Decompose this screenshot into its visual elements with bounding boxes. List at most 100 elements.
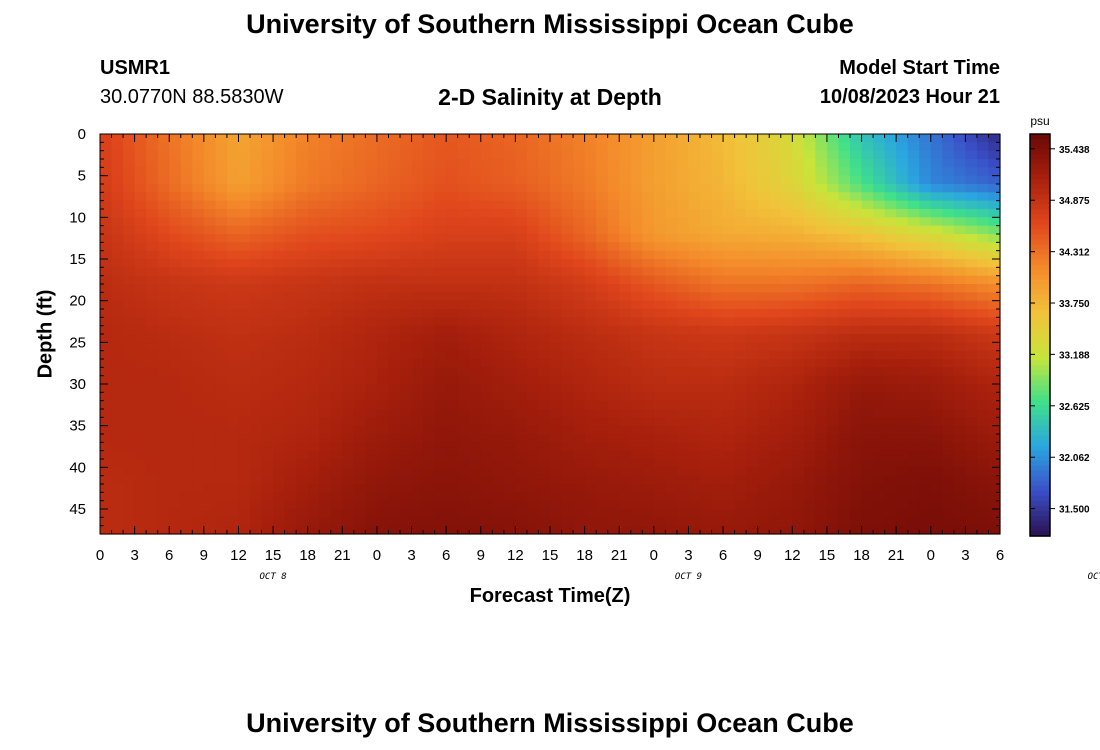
heatmap-cell <box>711 225 724 235</box>
heatmap-cell <box>942 525 955 535</box>
colorbar-segment <box>1030 199 1050 205</box>
heatmap-cell <box>284 484 297 493</box>
heatmap-cell <box>919 325 932 335</box>
heatmap-cell <box>861 442 874 452</box>
heatmap-cell <box>423 517 436 527</box>
heatmap-cell <box>192 409 205 418</box>
colorbar-segment <box>1030 239 1050 246</box>
heatmap-cell <box>907 409 920 418</box>
heatmap-cell <box>596 309 609 318</box>
heatmap-cell <box>988 300 1001 310</box>
heatmap-cell <box>907 192 920 202</box>
heatmap-cell <box>826 142 840 152</box>
heatmap-cell <box>169 184 182 193</box>
heatmap-cell <box>526 217 540 227</box>
heatmap-cell <box>953 267 966 277</box>
heatmap-cell <box>353 250 366 260</box>
heatmap-cell <box>238 492 251 502</box>
heatmap-cell <box>757 259 770 268</box>
heatmap-cell <box>503 459 516 468</box>
heatmap-cell <box>665 400 678 410</box>
heatmap-cell <box>457 450 470 460</box>
heatmap-cell <box>607 367 620 377</box>
heatmap-cell <box>607 517 620 527</box>
heatmap-cell <box>169 375 182 385</box>
heatmap-cell <box>100 134 113 143</box>
heatmap-cell <box>330 325 343 335</box>
heatmap-cell <box>907 225 920 235</box>
heatmap-cell <box>746 500 759 510</box>
heatmap-cell <box>653 217 666 227</box>
heatmap-cell <box>134 234 147 243</box>
heatmap-cell <box>215 442 228 452</box>
heatmap-cell <box>653 267 666 277</box>
heatmap-cell <box>896 459 909 468</box>
heatmap-cell <box>100 459 113 468</box>
heatmap-cell <box>550 275 563 285</box>
colorbar-segment <box>1030 209 1050 216</box>
heatmap-cell <box>711 142 724 152</box>
heatmap-cell <box>573 259 586 268</box>
heatmap-cell <box>330 234 343 243</box>
heatmap-cell <box>561 375 574 385</box>
heatmap-cell <box>826 384 840 393</box>
heatmap-cell <box>503 259 516 268</box>
heatmap-cell <box>665 392 678 402</box>
heatmap-cell <box>619 484 632 493</box>
heatmap-cell <box>653 517 666 527</box>
heatmap-cell <box>215 200 228 210</box>
heatmap-cell <box>688 417 701 427</box>
heatmap-cell <box>492 325 505 335</box>
heatmap-cell <box>665 267 678 277</box>
heatmap-cell <box>146 417 159 427</box>
heatmap-cell <box>734 142 747 152</box>
heatmap-cell <box>457 234 470 243</box>
heatmap-cell <box>353 384 366 393</box>
heatmap-cell <box>296 450 309 460</box>
date-label: OCT 8 <box>260 572 287 582</box>
heatmap-cell <box>330 334 343 343</box>
heatmap-cell <box>642 284 655 293</box>
heatmap-cell <box>850 459 863 468</box>
x-tick-label: 18 <box>299 547 316 564</box>
heatmap-cell <box>307 492 320 502</box>
heatmap-cell <box>630 450 643 460</box>
heatmap-cell <box>976 459 990 468</box>
heatmap-cell <box>526 350 540 360</box>
heatmap-cell <box>538 250 551 260</box>
heatmap-cell <box>123 225 136 235</box>
heatmap-cell <box>930 300 943 310</box>
heatmap-cell <box>838 292 851 302</box>
heatmap-cell <box>365 234 378 243</box>
heatmap-cell <box>953 459 966 468</box>
heatmap-cell <box>769 342 782 352</box>
heatmap-cell <box>607 242 620 252</box>
heatmap-cell <box>700 209 713 218</box>
heatmap-cell <box>169 384 182 393</box>
heatmap-cell <box>469 417 482 427</box>
heatmap-cell <box>434 234 447 243</box>
heatmap-cell <box>146 359 159 368</box>
heatmap-cell <box>284 450 297 460</box>
heatmap-cell <box>607 442 620 452</box>
heatmap-cell <box>815 359 828 368</box>
heatmap-cell <box>307 425 320 435</box>
heatmap-cell <box>780 234 793 243</box>
heatmap-cell <box>319 284 332 293</box>
heatmap-cell <box>965 134 978 143</box>
heatmap-cell <box>307 434 320 443</box>
heatmap-cell <box>584 300 597 310</box>
heatmap-cell <box>607 300 620 310</box>
heatmap-cell <box>215 417 228 427</box>
heatmap-cell <box>330 175 343 185</box>
heatmap-cell <box>446 242 459 252</box>
heatmap-cell <box>134 509 147 518</box>
heatmap-cell <box>203 317 216 327</box>
heatmap-cell <box>988 250 1001 260</box>
heatmap-cell <box>123 392 136 402</box>
heatmap-cell <box>365 217 378 227</box>
heatmap-cell <box>642 517 655 527</box>
heatmap-cell <box>215 467 228 477</box>
heatmap-cell <box>215 192 228 202</box>
heatmap-cell <box>780 500 793 510</box>
